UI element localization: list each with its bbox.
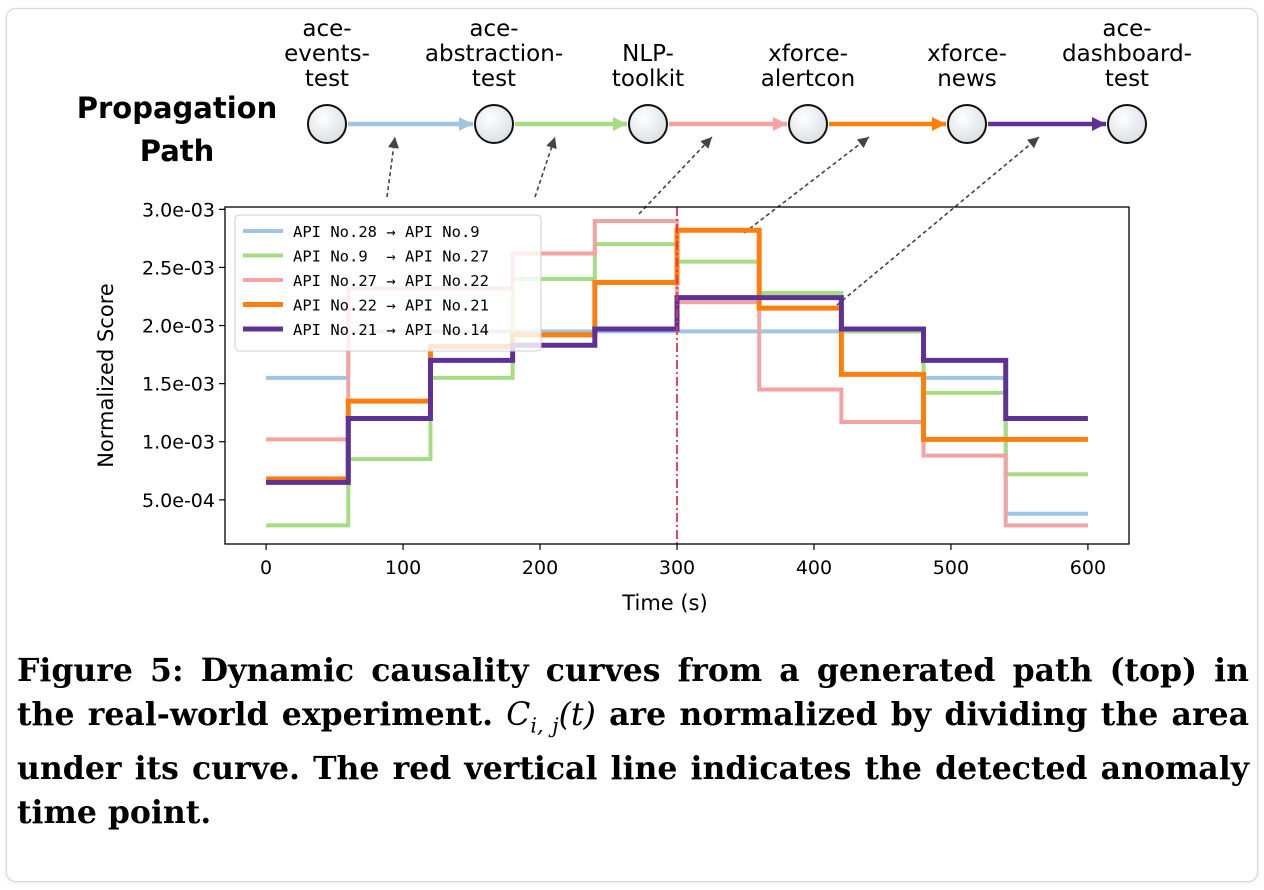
edge-1-pointer-arrow [386, 136, 399, 198]
path-node-3-label: NLP- [622, 41, 674, 67]
path-node-6-label: test [1105, 66, 1149, 92]
path-node-1-label: ace- [302, 16, 351, 42]
path-node-2-label: test [472, 66, 516, 92]
legend-box [234, 214, 542, 352]
y-tick-label: 2.5e-03 [142, 257, 215, 279]
legend-label-5: API No.21 → API No.14 [293, 321, 489, 339]
x-axis-label: Time (s) [621, 591, 707, 615]
edge-4-pointer-arrow [743, 136, 870, 234]
path-node-6-circle [1107, 104, 1147, 144]
path-node-6-label: ace- [1102, 16, 1151, 42]
path-node-3-circle [628, 104, 668, 144]
legend: API No.28 → API No.9 API No.9 → API No.27… [234, 214, 542, 352]
x-tick-label: 0 [260, 557, 272, 579]
figure-canvas: ace-events-test ace-abstraction-test NLP-t… [94, 16, 1192, 615]
edge-2-pointer-arrow [534, 136, 557, 198]
path-node-1-label: events- [284, 41, 370, 67]
path-node-4-label: alertcon [761, 66, 855, 92]
path-node-1-circle [307, 104, 347, 144]
edge-5-pointer-arrow [836, 136, 1040, 306]
x-tick-label: 300 [659, 557, 695, 579]
x-tick-label: 500 [933, 557, 969, 579]
x-tick-label: 400 [796, 557, 832, 579]
path-node-6-label: dashboard- [1062, 41, 1192, 67]
caption-math-subscript: i, j [530, 713, 559, 738]
legend-label-4: API No.22 → API No.21 [293, 297, 489, 315]
path-node-3-label: toolkit [612, 66, 684, 92]
y-tick-label: 1.0e-03 [142, 432, 215, 454]
propagation-heading-line2: Path [139, 134, 215, 168]
path-node-2-label: abstraction- [425, 41, 563, 67]
path-node-5-label: news [937, 66, 997, 92]
path-node-4-circle [788, 104, 828, 144]
caption-prefix: Figure 5: Dynamic causality curves from … [17, 652, 1249, 733]
caption-suffix: are normalized by dividing the area unde… [17, 696, 1250, 832]
caption-math-symbol: Ci, j(t) [506, 697, 596, 737]
x-tick-label: 100 [385, 557, 421, 579]
path-node-5-label: xforce- [927, 41, 1007, 67]
caption-math-argument: (t) [558, 697, 596, 733]
legend-label-3: API No.27 → API No.22 [293, 272, 489, 290]
edge-3-pointer-arrow [638, 136, 713, 215]
path-node-2-circle [474, 104, 514, 144]
path-node-5-circle [947, 104, 987, 144]
y-axis-label: Normalized Score [94, 283, 118, 468]
path-node-1-label: test [305, 66, 349, 92]
y-tick-label: 2.0e-03 [142, 316, 215, 338]
path-node-4-label: xforce- [768, 41, 848, 67]
caption-math-base: C [506, 697, 531, 733]
figure-frame: Propagation Path ace-events-test ace-abst… [6, 8, 1258, 882]
y-tick-label: 5.0e-04 [142, 490, 215, 512]
legend-label-2: API No.9 → API No.27 [293, 248, 489, 266]
y-tick-label: 3.0e-03 [142, 199, 215, 221]
x-tick-label: 200 [522, 557, 558, 579]
legend-label-1: API No.28 → API No.9 [293, 223, 480, 241]
propagation-heading-line1: Propagation [76, 91, 278, 125]
x-tick-label: 600 [1070, 557, 1106, 579]
figure-caption: Figure 5: Dynamic causality curves from … [17, 649, 1249, 835]
path-node-2-label: ace- [469, 16, 518, 42]
y-tick-label: 1.5e-03 [142, 374, 215, 396]
